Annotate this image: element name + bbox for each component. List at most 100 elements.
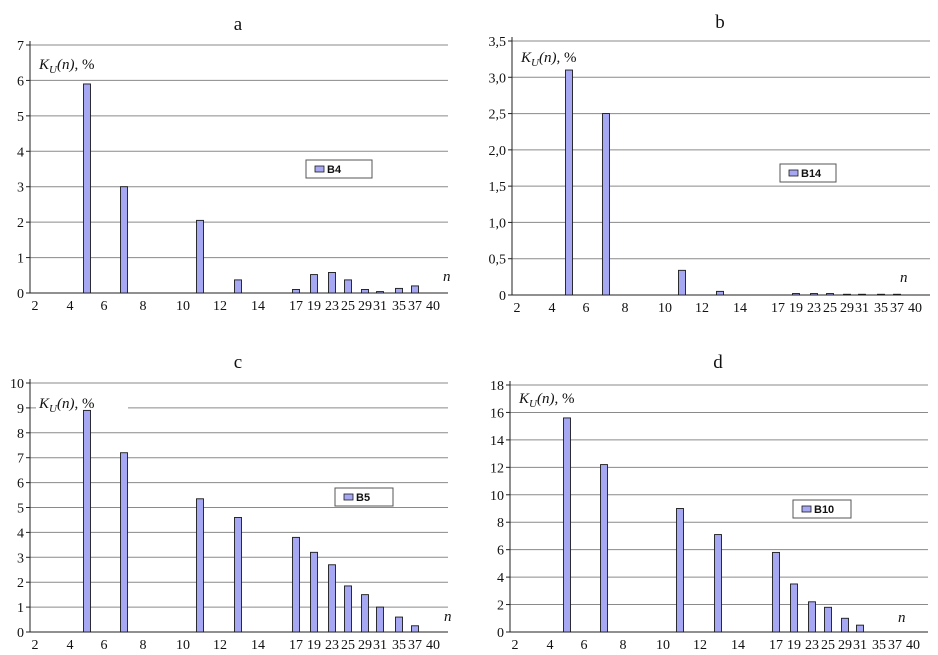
x-tick-label: 29 [358, 638, 372, 653]
x-tick-label: 2 [32, 299, 39, 314]
y-tick-label: 1 [17, 601, 24, 616]
y-tick-label: 4 [17, 526, 24, 541]
y-tick-label: 1 [17, 252, 24, 267]
ylabel-backdrop [36, 392, 128, 414]
ylabel-backdrop [518, 46, 610, 68]
bar-harmonic-23 [810, 293, 818, 296]
bar-harmonic-5 [563, 417, 571, 633]
x-tick-label: 35 [392, 299, 406, 314]
y-axis-label: KU(n), % [518, 391, 574, 410]
bar-harmonic-13 [234, 279, 242, 294]
bar-harmonic-31 [376, 291, 384, 294]
x-tick-label: 40 [908, 301, 922, 316]
bar-harmonic-35 [877, 293, 885, 296]
bar-harmonic-31 [376, 606, 384, 633]
y-tick-label: 2 [17, 216, 24, 231]
x-tick-label: 8 [140, 299, 147, 314]
x-tick-label: 35 [874, 301, 888, 316]
legend-label: B14 [801, 168, 822, 180]
y-tick-label: 0 [17, 287, 24, 302]
legend-box [779, 163, 837, 183]
x-axis-label: n [900, 270, 908, 286]
bar-harmonic-7 [600, 464, 608, 633]
y-tick-label: 16 [490, 406, 504, 421]
bar-harmonic-23 [328, 564, 336, 633]
bar-harmonic-5 [83, 409, 91, 633]
bar-harmonic-7 [120, 186, 128, 294]
y-tick-label: 6 [497, 544, 504, 559]
y-tick-label: 12 [490, 461, 504, 476]
x-tick-label: 29 [838, 638, 852, 653]
x-tick-label: 12 [693, 638, 707, 653]
x-tick-label: 8 [622, 301, 629, 316]
bar-harmonic-31 [856, 624, 864, 633]
y-tick-label: 1,5 [489, 180, 507, 195]
x-tick-label: 14 [733, 301, 747, 316]
y-tick-label: 14 [490, 434, 504, 449]
x-axis-label: n [443, 269, 451, 285]
y-tick-label: 0 [497, 626, 504, 641]
bar-harmonic-13 [716, 290, 724, 296]
bar-harmonic-5 [565, 69, 573, 296]
panel-title: a [234, 14, 243, 35]
y-tick-label: 2 [17, 576, 24, 591]
legend-swatch [314, 165, 325, 173]
bar-harmonic-37 [411, 285, 419, 294]
x-tick-label: 40 [426, 638, 440, 653]
bar-harmonic-19 [790, 583, 798, 633]
y-tick-label: 2,5 [489, 108, 507, 123]
x-tick-label: 25 [341, 299, 355, 314]
x-tick-label: 10 [176, 299, 190, 314]
x-tick-label: 19 [307, 638, 321, 653]
x-tick-label: 6 [581, 638, 588, 653]
x-tick-label: 2 [514, 301, 521, 316]
x-tick-label: 10 [658, 301, 672, 316]
x-tick-label: 10 [656, 638, 670, 653]
y-tick-label: 9 [17, 402, 24, 417]
bar-harmonic-17 [292, 289, 300, 294]
y-tick-label: 2 [497, 599, 504, 614]
x-tick-label: 37 [408, 638, 422, 653]
bar-harmonic-29 [361, 594, 369, 633]
y-tick-label: 0 [17, 626, 24, 641]
x-axis-label: n [898, 610, 906, 626]
bar-harmonic-35 [395, 616, 403, 633]
x-tick-label: 37 [888, 638, 902, 653]
y-axis-label: KU(n), % [38, 57, 94, 76]
x-tick-label: 17 [289, 638, 303, 653]
x-tick-label: 4 [67, 638, 74, 653]
y-tick-label: 10 [10, 377, 24, 392]
x-tick-label: 12 [213, 299, 227, 314]
x-tick-label: 35 [872, 638, 886, 653]
x-tick-label: 37 [890, 301, 904, 316]
bar-harmonic-5 [83, 83, 91, 294]
y-tick-label: 6 [17, 477, 24, 492]
x-tick-label: 12 [213, 638, 227, 653]
bar-harmonic-11 [196, 498, 204, 633]
x-tick-label: 2 [32, 638, 39, 653]
ylabel-backdrop [516, 387, 608, 409]
chart-panel-b: b 0 0,5 1,0 1,5 2,0 2,5 3,0 3,5 KU(n), % 2 4 6 8 10 12 1… [489, 12, 930, 316]
x-tick-label: 12 [695, 301, 709, 316]
x-tick-label: 17 [771, 301, 785, 316]
y-tick-label: 6 [17, 74, 24, 89]
x-tick-label: 19 [787, 638, 801, 653]
bar-harmonic-11 [678, 269, 686, 296]
x-tick-label: 17 [769, 638, 783, 653]
x-tick-label: 29 [358, 299, 372, 314]
x-tick-label: 37 [408, 299, 422, 314]
x-tick-label: 17 [289, 299, 303, 314]
bar-harmonic-13 [714, 534, 722, 633]
y-tick-label: 5 [17, 110, 24, 125]
x-tick-label: 14 [251, 299, 265, 314]
bar-harmonic-37 [411, 625, 419, 633]
y-tick-label: 3 [17, 181, 24, 196]
y-tick-label: 3,5 [489, 35, 507, 50]
bar-harmonic-19 [310, 274, 318, 294]
legend-swatch [343, 493, 354, 501]
x-tick-label: 31 [373, 638, 387, 653]
y-axis-label: KU(n), % [38, 396, 94, 415]
